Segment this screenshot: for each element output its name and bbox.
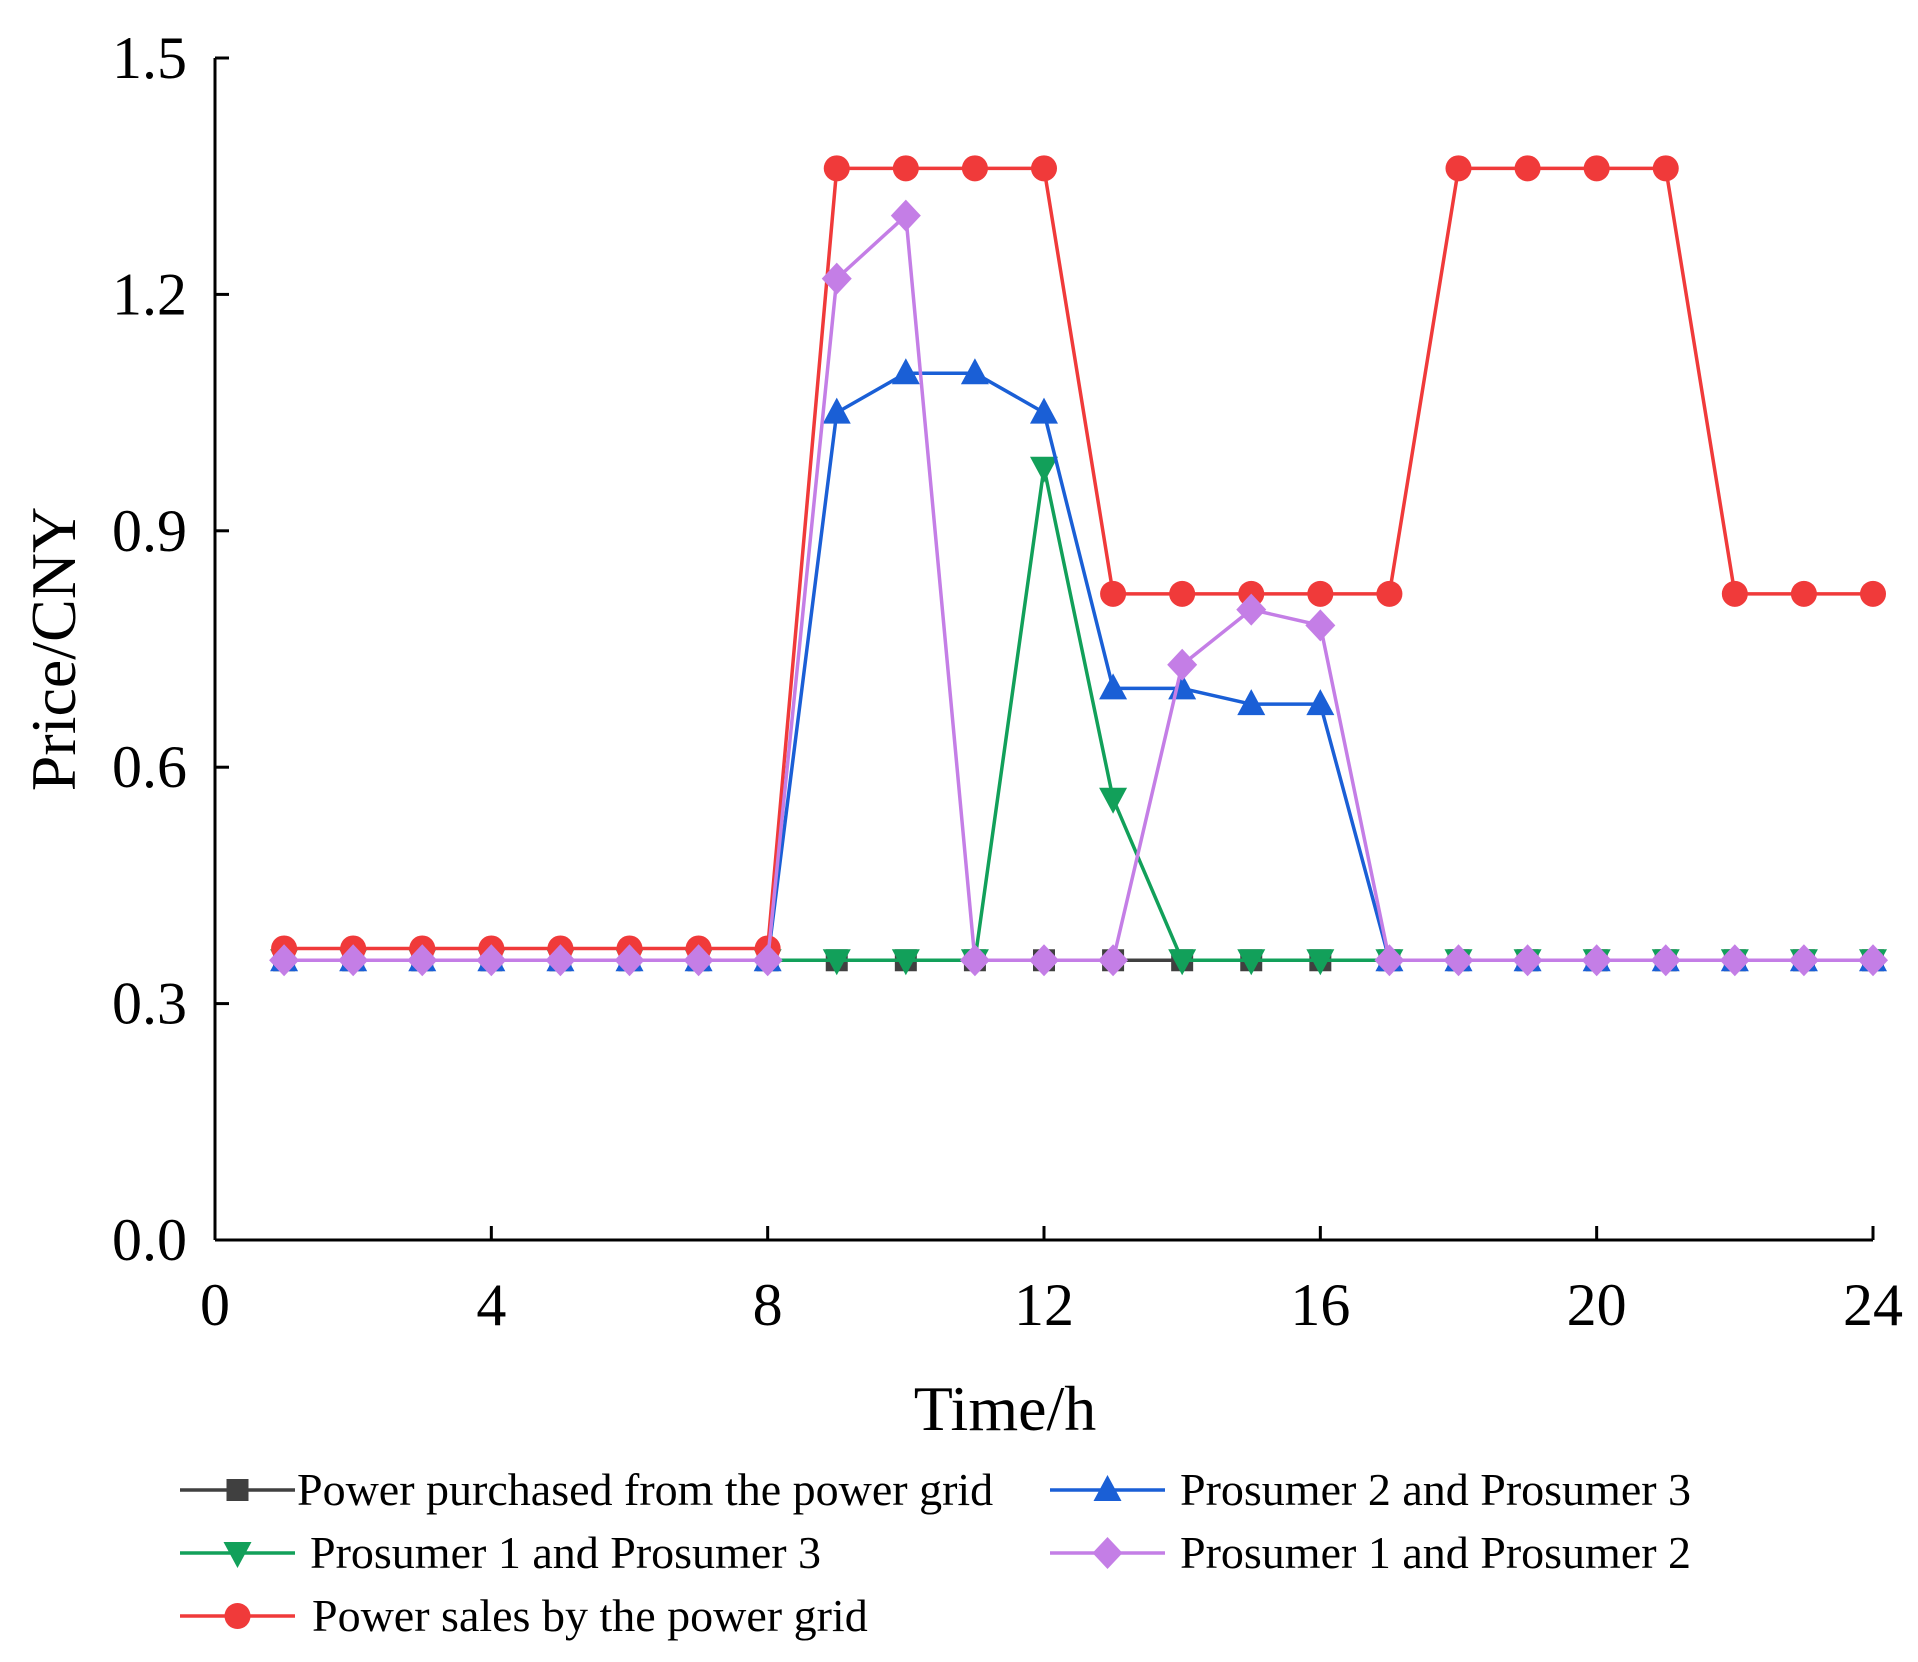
x-tick-label: 20 <box>1567 1272 1627 1338</box>
legend-swatch-marker <box>1092 1537 1123 1569</box>
series-layer <box>269 155 1888 977</box>
series-3 <box>269 199 1888 977</box>
data-point <box>614 944 645 977</box>
data-point <box>1099 673 1128 700</box>
data-point <box>1652 155 1679 182</box>
data-point <box>1307 580 1334 607</box>
series-1 <box>270 358 1887 972</box>
x-tick-label: 0 <box>200 1272 230 1338</box>
legend-item: Power sales by the power grid <box>180 1590 868 1641</box>
data-point <box>1445 155 1472 182</box>
y-tick-label: 0.0 <box>112 1207 187 1273</box>
legend-label: Power sales by the power grid <box>312 1590 868 1641</box>
data-point <box>1858 944 1888 977</box>
x-tick-label: 8 <box>753 1272 783 1338</box>
data-point <box>476 944 507 977</box>
data-point <box>959 944 990 977</box>
series-line <box>284 466 1873 963</box>
data-point <box>1376 580 1403 607</box>
data-point <box>1721 580 1748 607</box>
data-point <box>1169 580 1196 607</box>
y-tick-label: 0.3 <box>112 971 187 1037</box>
y-axis-title: Price/CNY <box>18 507 89 791</box>
series-2 <box>270 456 1887 976</box>
legend-label: Prosumer 2 and Prosumer 3 <box>1180 1464 1691 1515</box>
data-point <box>1374 944 1405 977</box>
data-point <box>1514 155 1541 182</box>
legend-label: Prosumer 1 and Prosumer 2 <box>1180 1527 1691 1578</box>
data-point <box>752 944 783 977</box>
data-point <box>821 262 852 295</box>
data-point <box>545 944 576 977</box>
data-point <box>1306 689 1335 716</box>
x-tick-label: 4 <box>476 1272 506 1338</box>
data-point <box>1099 787 1128 814</box>
data-point <box>269 944 300 977</box>
data-point <box>1100 580 1127 607</box>
data-point <box>822 949 851 976</box>
data-point <box>1650 944 1681 977</box>
series-line <box>284 166 1873 951</box>
legend-item: Prosumer 1 and Prosumer 3 <box>180 1527 821 1578</box>
data-point <box>892 155 919 182</box>
data-point <box>407 944 438 977</box>
legend-item: Prosumer 2 and Prosumer 3 <box>1050 1464 1691 1515</box>
data-point <box>891 358 920 385</box>
legend-swatch-marker <box>1093 1475 1122 1501</box>
series-line <box>284 213 1873 963</box>
data-point <box>1719 944 1750 977</box>
legend: Power purchased from the power grid Prosu… <box>180 1464 1691 1641</box>
y-tick-label: 0.9 <box>112 498 187 564</box>
data-point <box>1443 944 1474 977</box>
data-point <box>890 199 921 232</box>
data-point <box>1583 155 1610 182</box>
data-point <box>960 358 989 385</box>
data-point <box>1788 944 1819 977</box>
data-point <box>1512 944 1543 977</box>
y-tick-label: 1.5 <box>112 25 187 91</box>
data-point <box>822 397 851 424</box>
data-point <box>1030 397 1058 424</box>
data-point <box>1168 949 1197 976</box>
data-point <box>823 155 850 182</box>
data-point <box>1029 944 1059 977</box>
data-point <box>1860 580 1886 607</box>
legend-swatch-marker <box>224 1603 251 1629</box>
ticks: 0 4 8 12 16 20 24 0.0 0.3 0.6 0.9 1.2 1.5 <box>112 25 1903 1338</box>
data-point <box>1790 580 1817 607</box>
data-point <box>1236 593 1267 626</box>
data-point <box>1098 944 1129 977</box>
series-4 <box>271 155 1886 962</box>
data-point <box>1167 648 1198 681</box>
data-point <box>1030 456 1058 483</box>
x-tick-label: 12 <box>1014 1272 1074 1338</box>
x-tick-label: 16 <box>1290 1272 1350 1338</box>
legend-item: Prosumer 1 and Prosumer 2 <box>1050 1527 1691 1578</box>
axes <box>213 58 1873 1242</box>
x-tick-label: 24 <box>1843 1272 1903 1338</box>
series-line <box>284 371 1873 963</box>
y-tick-label: 1.2 <box>112 261 187 327</box>
data-point <box>1581 944 1612 977</box>
data-point <box>1031 155 1057 182</box>
legend-swatch-marker <box>223 1542 252 1568</box>
data-point <box>1305 609 1336 642</box>
data-point <box>1237 689 1266 716</box>
data-point <box>338 944 369 977</box>
data-point <box>961 155 988 182</box>
legend-label: Prosumer 1 and Prosumer 3 <box>310 1527 821 1578</box>
legend-label: Power purchased from the power grid <box>297 1464 993 1515</box>
y-tick-label: 0.6 <box>112 734 187 800</box>
data-point <box>1306 949 1335 976</box>
data-point <box>683 944 714 977</box>
data-point <box>1237 949 1266 976</box>
legend-swatch-marker <box>226 1479 249 1501</box>
data-point <box>891 949 920 976</box>
x-axis-title: Time/h <box>914 1373 1097 1444</box>
legend-item: Power purchased from the power grid <box>180 1464 993 1515</box>
